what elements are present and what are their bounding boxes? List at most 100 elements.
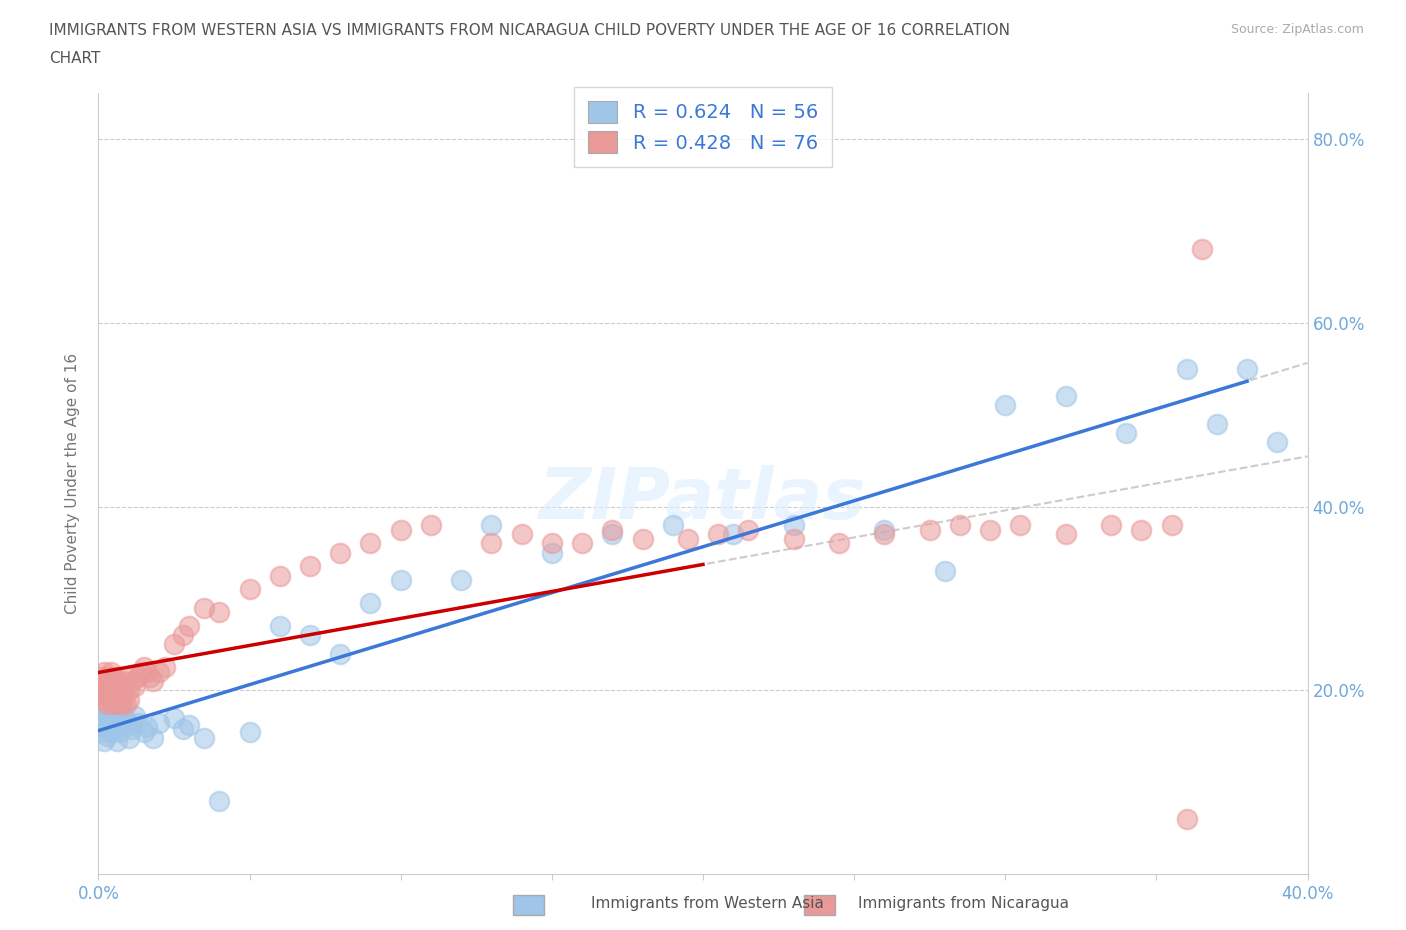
Point <box>103 687 125 702</box>
Point <box>269 568 291 583</box>
Point <box>111 673 134 688</box>
Point <box>1236 361 1258 376</box>
Point <box>93 715 115 730</box>
Point <box>934 564 956 578</box>
Point <box>96 697 118 711</box>
Point <box>389 522 412 537</box>
Point <box>105 734 128 749</box>
Point <box>360 536 382 551</box>
Point <box>1099 517 1122 532</box>
Point <box>602 522 624 537</box>
Point <box>100 683 122 698</box>
Text: Immigrants from Nicaragua: Immigrants from Nicaragua <box>858 897 1069 911</box>
Point <box>132 660 155 675</box>
Point <box>737 522 759 537</box>
Point <box>172 722 194 737</box>
Point <box>90 706 112 721</box>
Point <box>105 673 128 688</box>
Point <box>93 665 115 680</box>
Point <box>450 573 472 588</box>
Point <box>1115 426 1137 441</box>
Point <box>707 526 730 541</box>
Text: Source: ZipAtlas.com: Source: ZipAtlas.com <box>1230 23 1364 36</box>
Text: ZIPatlas: ZIPatlas <box>540 465 866 534</box>
Point <box>108 678 131 693</box>
Text: CHART: CHART <box>49 51 101 66</box>
Point <box>676 531 699 546</box>
Point <box>105 692 128 707</box>
Point <box>111 692 134 707</box>
Point <box>100 673 122 688</box>
Point <box>114 712 136 727</box>
Point <box>299 559 322 574</box>
Point <box>114 670 136 684</box>
Point <box>979 522 1001 537</box>
Point <box>208 604 231 619</box>
Point <box>90 720 112 735</box>
Point <box>96 687 118 702</box>
Point <box>1054 389 1077 404</box>
Point <box>540 536 562 551</box>
Point <box>100 706 122 721</box>
Point <box>132 724 155 739</box>
Text: Immigrants from Western Asia: Immigrants from Western Asia <box>591 897 824 911</box>
Point <box>103 670 125 684</box>
Point <box>124 709 146 724</box>
Point <box>90 670 112 684</box>
Point <box>111 718 134 733</box>
Point <box>103 697 125 711</box>
Point <box>118 718 141 733</box>
Point <box>631 531 654 546</box>
Point <box>1191 242 1213 257</box>
Point <box>93 724 115 739</box>
Point <box>148 665 170 680</box>
Point <box>783 517 806 532</box>
Point <box>93 683 115 698</box>
Point <box>108 697 131 711</box>
Point <box>153 660 176 675</box>
Point <box>163 711 186 725</box>
Point <box>100 724 122 739</box>
Point <box>93 692 115 707</box>
Point <box>100 665 122 680</box>
Point <box>1175 361 1198 376</box>
Point <box>540 545 562 560</box>
Point <box>135 665 157 680</box>
Point <box>420 517 443 532</box>
Point <box>239 582 262 597</box>
Point <box>121 722 143 737</box>
Point <box>108 724 131 739</box>
Point <box>142 673 165 688</box>
Point <box>918 522 941 537</box>
Point <box>329 545 352 560</box>
Point <box>1206 417 1229 432</box>
Point <box>828 536 851 551</box>
Point <box>661 517 683 532</box>
Point <box>389 573 412 588</box>
Point <box>108 687 131 702</box>
Point <box>121 673 143 688</box>
Point <box>723 526 745 541</box>
Point <box>90 678 112 693</box>
Point <box>208 793 231 808</box>
Point <box>105 683 128 698</box>
Y-axis label: Child Poverty Under the Age of 16: Child Poverty Under the Age of 16 <box>65 353 80 614</box>
Point <box>139 670 162 684</box>
Legend: R = 0.624   N = 56, R = 0.428   N = 76: R = 0.624 N = 56, R = 0.428 N = 76 <box>575 87 831 167</box>
Point <box>129 665 152 680</box>
Point <box>96 701 118 716</box>
Point <box>114 697 136 711</box>
Point <box>118 692 141 707</box>
Point <box>93 673 115 688</box>
Point <box>163 637 186 652</box>
Point <box>96 678 118 693</box>
Point <box>127 670 149 684</box>
Point <box>602 526 624 541</box>
Point <box>994 398 1017 413</box>
Point <box>179 718 201 733</box>
Point <box>329 646 352 661</box>
Point <box>90 687 112 702</box>
Point <box>118 683 141 698</box>
Point <box>148 715 170 730</box>
Point <box>269 618 291 633</box>
